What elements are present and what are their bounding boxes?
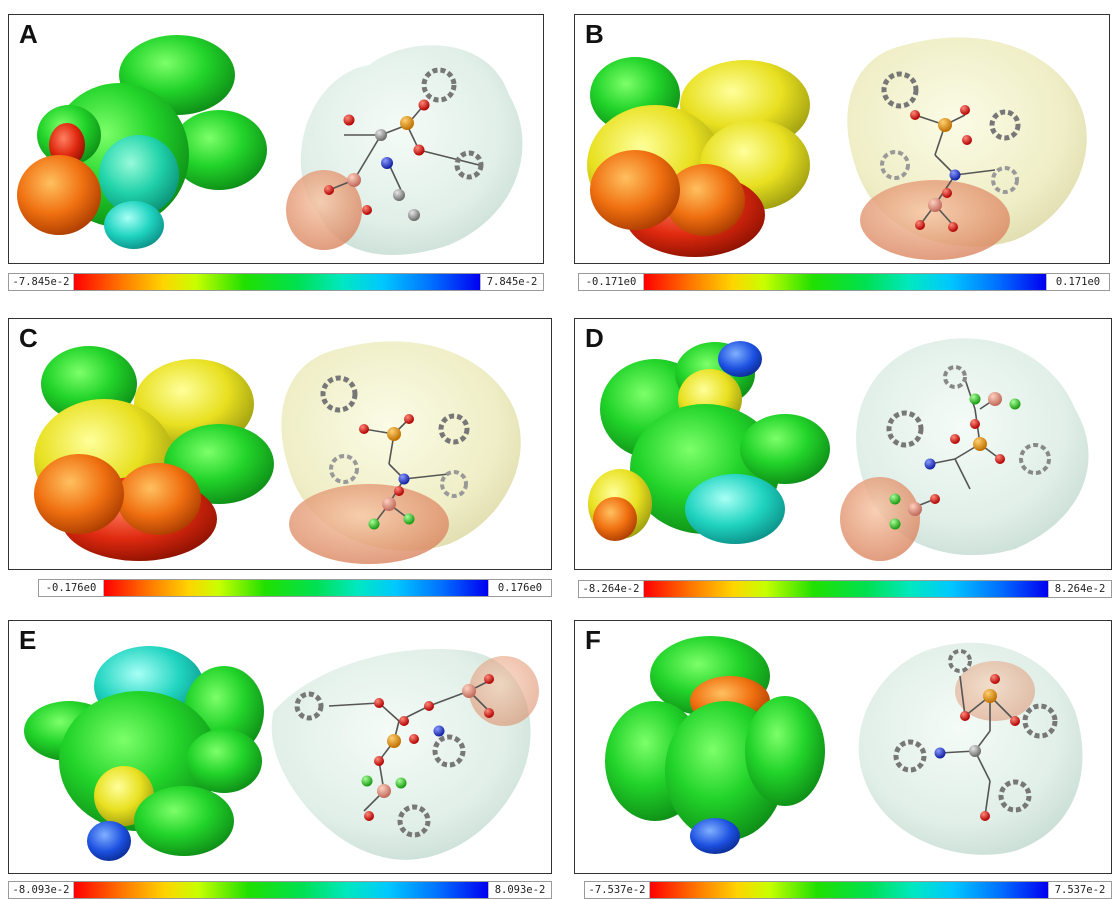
scale-max-label: 8.093e-2 xyxy=(488,882,551,898)
ball-stick-f xyxy=(858,642,1083,855)
ball-stick-b xyxy=(847,37,1087,260)
panel-d: D xyxy=(574,318,1112,570)
ball-stick-a xyxy=(286,45,523,255)
scale-max-label: 7.537e-2 xyxy=(1048,882,1111,898)
panel-letter: A xyxy=(19,19,38,49)
scale-max-label: 7.845e-2 xyxy=(480,274,543,290)
ball-stick-d xyxy=(840,338,1089,561)
scale-min-label: -8.093e-2 xyxy=(9,882,74,898)
panel-letter: E xyxy=(19,625,37,655)
color-scale-b: -0.171e0 0.171e0 xyxy=(578,273,1110,291)
color-gradient-bar xyxy=(644,581,1048,597)
scale-min-label: -0.171e0 xyxy=(579,274,644,290)
panel-letter: C xyxy=(19,323,38,353)
panel-e: E xyxy=(8,620,552,874)
color-gradient-bar xyxy=(644,274,1046,290)
color-scale-c: -0.176e0 0.176e0 xyxy=(38,579,552,597)
scale-max-label: 0.171e0 xyxy=(1046,274,1109,290)
color-scale-e: -8.093e-2 8.093e-2 xyxy=(8,881,552,899)
esp-surface-d xyxy=(588,338,1089,561)
panel-letter: B xyxy=(585,19,604,49)
color-gradient-bar xyxy=(650,882,1048,898)
panel-letter: F xyxy=(585,625,601,655)
esp-surface-c xyxy=(34,341,521,564)
scale-min-label: -7.845e-2 xyxy=(9,274,74,290)
color-scale-f: -7.537e-2 7.537e-2 xyxy=(584,881,1112,899)
scale-min-label: -7.537e-2 xyxy=(585,882,650,898)
panel-c: C xyxy=(8,318,552,570)
color-gradient-bar xyxy=(74,882,488,898)
esp-surface-a xyxy=(17,35,523,255)
scale-max-label: 8.264e-2 xyxy=(1048,581,1111,597)
esp-surface-b xyxy=(587,37,1087,260)
esp-surface-e xyxy=(24,646,539,861)
esp-surface-f xyxy=(605,636,1083,855)
panel-b: B xyxy=(574,14,1110,264)
color-gradient-bar xyxy=(104,580,488,596)
ball-stick-e xyxy=(271,649,539,860)
color-scale-a: -7.845e-2 7.845e-2 xyxy=(8,273,544,291)
panel-letter: D xyxy=(585,323,604,353)
scale-min-label: -8.264e-2 xyxy=(579,581,644,597)
scale-min-label: -0.176e0 xyxy=(39,580,104,596)
ball-stick-c xyxy=(281,341,521,564)
panel-a: A xyxy=(8,14,544,264)
scale-max-label: 0.176e0 xyxy=(488,580,551,596)
panel-f: F xyxy=(574,620,1112,874)
color-gradient-bar xyxy=(74,274,480,290)
color-scale-d: -8.264e-2 8.264e-2 xyxy=(578,580,1112,598)
